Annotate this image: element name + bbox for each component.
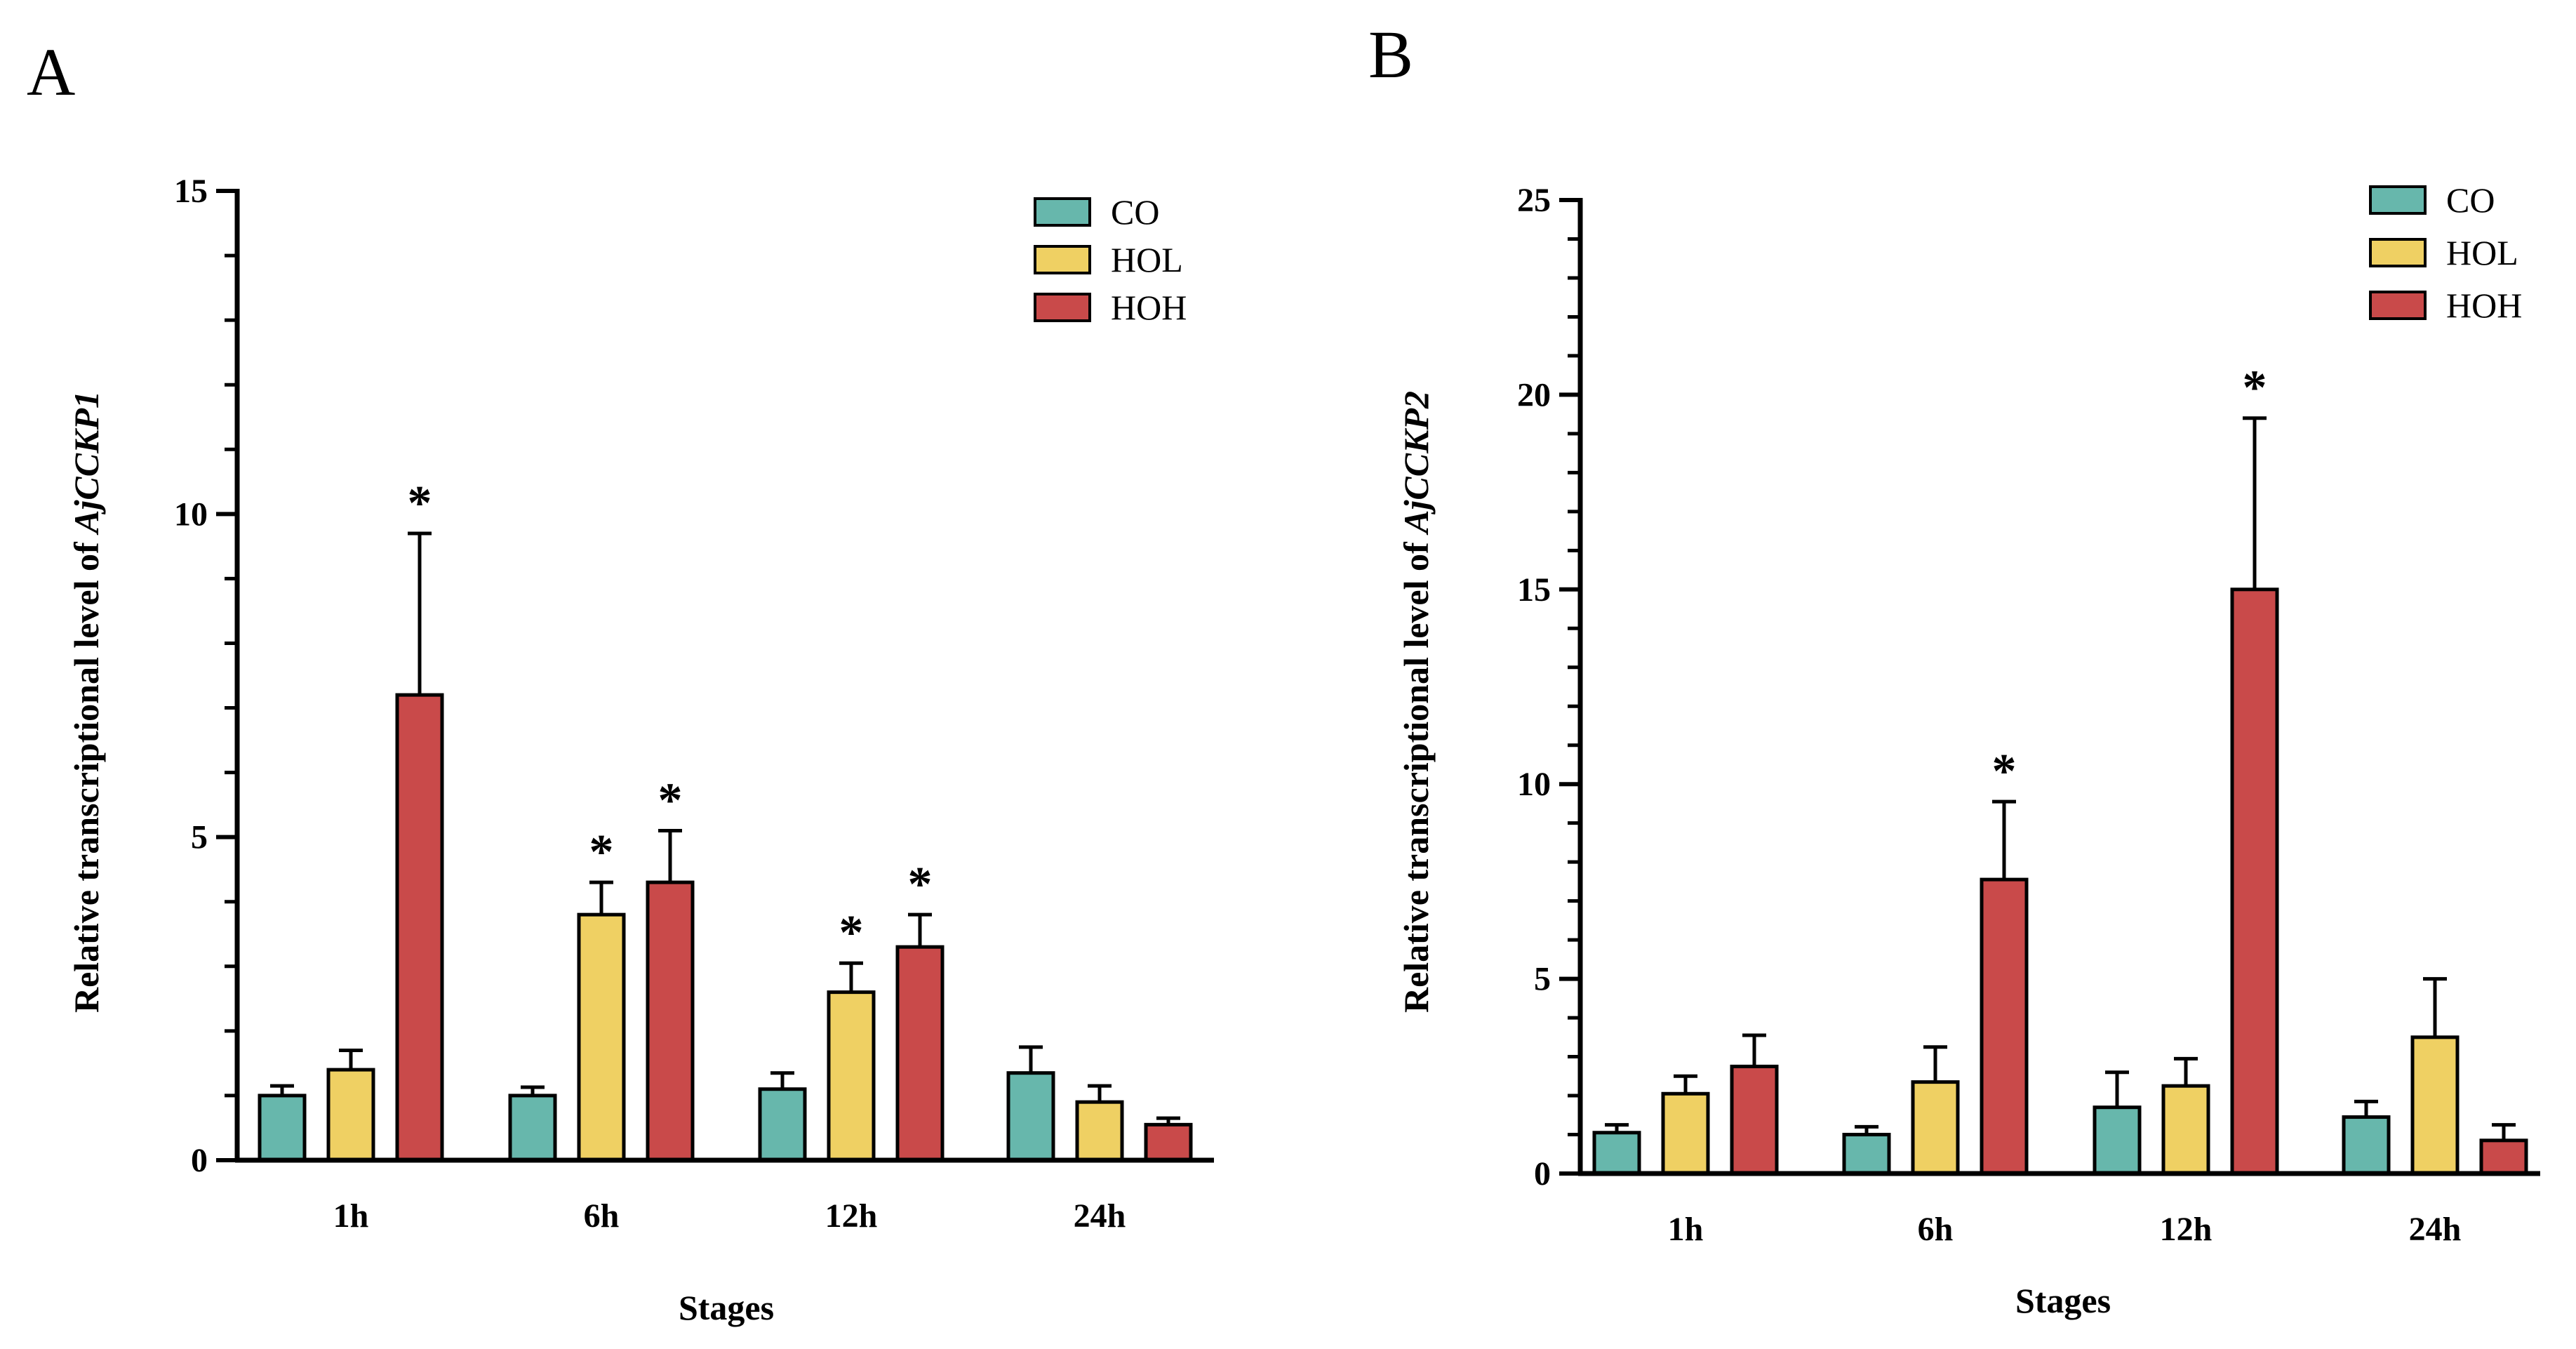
y-axis-title-gene: AjCCKP2 bbox=[1396, 391, 1436, 536]
significance-asterisk: * bbox=[408, 477, 432, 531]
bar-hoh-12h bbox=[2230, 587, 2279, 1176]
bar-hoh-6h bbox=[646, 880, 695, 1162]
y-axis-title-prefix: Relative transcriptional level of bbox=[1396, 533, 1436, 1013]
y-tick-label: 15 bbox=[174, 173, 208, 210]
bar-co-6h bbox=[508, 1094, 557, 1162]
bar-hoh-1h bbox=[395, 693, 444, 1162]
y-tick-label: 5 bbox=[191, 819, 208, 856]
x-axis-title: Stages bbox=[679, 1288, 774, 1327]
x-tick-labels: 1h 6h 12h 24h bbox=[1668, 1211, 2462, 1248]
error-bars bbox=[1605, 416, 2516, 1141]
y-tick-label: 10 bbox=[1517, 766, 1551, 803]
y-axis-title: Relative transcriptional level of AjCCKP… bbox=[67, 391, 106, 1013]
legend-label-hol: HOL bbox=[1111, 240, 1183, 279]
legend-swatch-co bbox=[1034, 197, 1091, 227]
bar-co-12h bbox=[758, 1087, 807, 1162]
bar-hol-12h bbox=[2161, 1084, 2210, 1176]
x-tick-label: 1h bbox=[333, 1197, 369, 1235]
bar-co-24h bbox=[2342, 1115, 2391, 1176]
bar-hoh-1h bbox=[1730, 1064, 1779, 1176]
legend-label-co: CO bbox=[2446, 180, 2495, 220]
bar-co-12h bbox=[2093, 1105, 2142, 1176]
svg-text:Relative transcriptional level: Relative transcriptional level of AjCCKP… bbox=[1396, 391, 1436, 1013]
x-tick-label: 6h bbox=[584, 1197, 620, 1235]
panel-label: A bbox=[27, 34, 75, 109]
significance-asterisk: * bbox=[2243, 361, 2267, 416]
x-tick-label: 6h bbox=[1918, 1211, 1954, 1248]
y-axis-title-prefix: Relative transcriptional level of bbox=[67, 533, 106, 1013]
bars bbox=[1592, 587, 2528, 1176]
significance-asterisk: * bbox=[589, 825, 614, 879]
legend-label-co: CO bbox=[1111, 192, 1159, 232]
x-tick-labels: 1h 6h 12h 24h bbox=[333, 1197, 1126, 1235]
legend: CO HOL HOH bbox=[2369, 180, 2522, 325]
y-tick-label: 25 bbox=[1517, 182, 1551, 219]
significance-markers: * * * * * bbox=[408, 477, 933, 960]
significance-asterisk: * bbox=[658, 773, 683, 828]
x-tick-label: 12h bbox=[2160, 1211, 2213, 1248]
bar-hol-1h bbox=[1661, 1091, 1710, 1176]
bar-co-6h bbox=[1842, 1133, 1891, 1176]
y-tick-label: 5 bbox=[1534, 961, 1551, 998]
y-tick-label: 20 bbox=[1517, 376, 1551, 413]
y-axis-title: Relative transcriptional level of AjCCKP… bbox=[1396, 391, 1436, 1013]
legend-swatch-hoh bbox=[1034, 293, 1091, 322]
error-bars bbox=[270, 531, 1180, 1125]
x-tick-label: 24h bbox=[1074, 1197, 1126, 1235]
bar-hol-6h bbox=[577, 912, 626, 1162]
panel-a: A Relative transcriptional level of AjCC… bbox=[27, 34, 1214, 1327]
bar-hol-6h bbox=[1911, 1080, 1960, 1176]
legend-swatch-co bbox=[2369, 185, 2427, 215]
y-ticks: 0 5 10 15 bbox=[174, 173, 237, 1179]
x-tick-label: 12h bbox=[825, 1197, 878, 1235]
significance-asterisk: * bbox=[839, 906, 864, 960]
significance-asterisk: * bbox=[908, 858, 933, 912]
legend-label-hoh: HOH bbox=[2446, 286, 2522, 325]
y-tick-label: 10 bbox=[174, 496, 208, 533]
legend-label-hol: HOL bbox=[2446, 233, 2518, 272]
bar-co-1h bbox=[258, 1094, 307, 1162]
significance-markers: ** bbox=[1992, 361, 2267, 799]
legend-label-hoh: HOH bbox=[1111, 288, 1187, 327]
legend: CO HOL HOH bbox=[1034, 192, 1187, 327]
x-axis-title: Stages bbox=[2015, 1281, 2111, 1320]
y-tick-label: 15 bbox=[1517, 571, 1551, 609]
y-axis-title-gene: AjCCKP1 bbox=[67, 391, 106, 536]
bar-hol-24h bbox=[1075, 1100, 1124, 1162]
svg-text:Relative transcriptional level: Relative transcriptional level of AjCCKP… bbox=[67, 391, 106, 1013]
bar-hol-12h bbox=[827, 990, 876, 1162]
y-ticks: 0 5 10 15 20 25 bbox=[1517, 182, 1580, 1192]
legend-swatch-hoh bbox=[2369, 291, 2427, 320]
bar-hol-24h bbox=[2410, 1035, 2460, 1176]
significance-asterisk: * bbox=[1992, 745, 2017, 799]
bar-co-24h bbox=[1006, 1071, 1055, 1162]
bars bbox=[258, 693, 1193, 1162]
y-tick-label: 0 bbox=[1534, 1155, 1551, 1192]
bar-co-1h bbox=[1592, 1131, 1641, 1176]
bar-hoh-6h bbox=[1980, 877, 2029, 1176]
bar-hoh-24h bbox=[2479, 1138, 2528, 1176]
x-tick-label: 24h bbox=[2409, 1211, 2462, 1248]
y-tick-label: 0 bbox=[191, 1142, 208, 1179]
x-tick-label: 1h bbox=[1668, 1211, 1704, 1248]
panel-b: B Relative transcriptional level of AjCC… bbox=[1368, 17, 2540, 1320]
bar-hol-1h bbox=[326, 1068, 375, 1162]
legend-swatch-hol bbox=[2369, 238, 2427, 267]
bar-hoh-24h bbox=[1144, 1122, 1193, 1162]
bar-hoh-12h bbox=[895, 945, 945, 1162]
panel-label: B bbox=[1368, 17, 1413, 92]
legend-swatch-hol bbox=[1034, 245, 1091, 274]
